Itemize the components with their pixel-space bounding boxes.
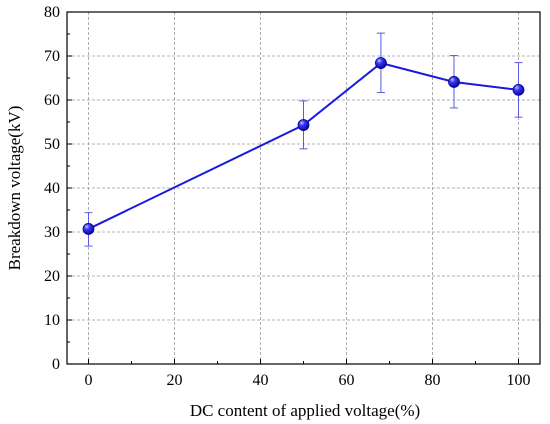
data-point xyxy=(297,119,310,131)
data-point xyxy=(82,223,95,235)
x-tick-label: 40 xyxy=(253,372,269,389)
plot-frame xyxy=(66,11,541,365)
y-tick-label: 60 xyxy=(44,92,60,109)
grid xyxy=(67,11,540,365)
series-layer xyxy=(82,32,525,247)
y-tick-label: 40 xyxy=(44,180,60,197)
x-tick-label: 20 xyxy=(167,372,183,389)
x-axis-title: DC content of applied voltage(%) xyxy=(190,401,420,420)
y-tick-label: 30 xyxy=(44,224,60,241)
y-tick-label: 10 xyxy=(44,312,60,329)
y-tick-label: 70 xyxy=(44,48,60,65)
x-tick-label: 60 xyxy=(339,372,355,389)
x-tick-label: 0 xyxy=(85,372,93,389)
y-tick-label: 20 xyxy=(44,268,60,285)
tick-labels: 0 20 40 60 80 100 0 10 20 30 40 50 60 70 80 xyxy=(44,4,531,389)
x-tick-label: 80 xyxy=(425,372,441,389)
x-tick-label: 100 xyxy=(507,372,531,389)
data-point xyxy=(512,83,525,96)
data-point xyxy=(448,76,460,88)
y-axis-title: Breakdown voltage(kV) xyxy=(5,106,24,271)
y-tick-label: 80 xyxy=(44,4,60,21)
data-point xyxy=(374,57,387,69)
y-tick-label: 0 xyxy=(52,356,60,373)
y-tick-label: 50 xyxy=(44,136,60,153)
